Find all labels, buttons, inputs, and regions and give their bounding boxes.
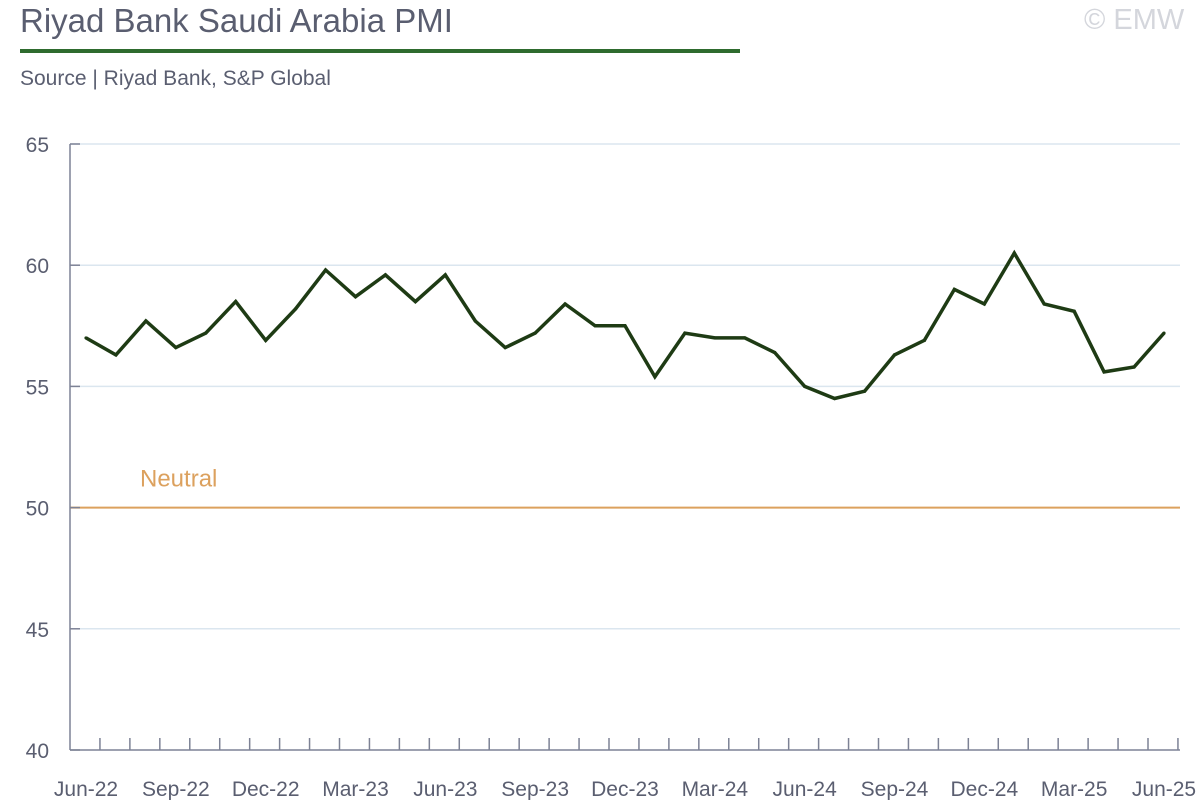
y-tick-label-65: 65	[26, 134, 49, 157]
x-tick-label-Sep-24: Sep-24	[861, 778, 929, 800]
data-point-Mar-24	[713, 336, 717, 340]
data-point-Jun-23	[443, 273, 447, 277]
x-tick-label-Sep-22: Sep-22	[142, 778, 210, 800]
data-point-Feb-24	[683, 331, 687, 335]
data-point-Nov-23	[593, 324, 597, 328]
data-point-Dec-22	[264, 338, 268, 342]
data-point-Jun-25	[1162, 331, 1166, 335]
y-tick-label-50: 50	[26, 498, 49, 521]
series	[84, 249, 1166, 401]
x-tick-label-Mar-23: Mar-23	[322, 778, 389, 800]
title-underline	[20, 49, 740, 53]
x-tick-label-Jun-23: Jun-23	[413, 778, 477, 800]
data-point-Dec-23	[623, 324, 627, 328]
gridlines	[70, 143, 1180, 630]
data-point-Oct-23	[563, 302, 567, 306]
data-point-Jun-24	[803, 384, 807, 388]
x-tick-label-Dec-24: Dec-24	[950, 778, 1018, 800]
y-tick-labels: 40 45 50 55 60 65	[26, 134, 49, 763]
x-tick-label-Dec-23: Dec-23	[591, 778, 659, 800]
data-point-Jun-22	[84, 336, 88, 340]
data-point-Sep-22	[174, 346, 178, 350]
data-point-May-24	[773, 350, 777, 355]
data-point-Sep-23	[533, 331, 537, 335]
data-point-May-23	[413, 299, 417, 304]
data-point-Oct-24	[922, 338, 927, 342]
data-point-Apr-25	[1102, 370, 1106, 374]
x-tick-label-Mar-24: Mar-24	[682, 778, 749, 800]
y-tick-label-55: 55	[26, 376, 49, 399]
data-point-Apr-24	[743, 336, 747, 340]
data-point-Aug-24	[862, 389, 867, 393]
y-tick-label-60: 60	[26, 255, 49, 278]
y-tick-label-40: 40	[26, 740, 49, 763]
data-point-Nov-22	[234, 299, 238, 304]
data-point-Jul-23	[473, 319, 477, 323]
copyright-watermark: © EMW	[1084, 4, 1185, 36]
data-point-Aug-23	[503, 346, 507, 350]
x-tick-label-Mar-25: Mar-25	[1041, 778, 1108, 800]
x-tick-label-Dec-22: Dec-22	[232, 778, 300, 800]
data-point-Feb-23	[323, 268, 328, 272]
data-point-May-25	[1132, 365, 1136, 369]
data-point-Mar-25	[1072, 309, 1076, 313]
data-point-Jan-23	[294, 307, 298, 311]
neutral-label: Neutral	[140, 466, 217, 493]
x-tick-label-Sep-23: Sep-23	[501, 778, 569, 800]
chart-title: Riyad Bank Saudi Arabia PMI	[20, 2, 453, 39]
y-tick-label-45: 45	[26, 619, 49, 642]
data-point-Nov-24	[952, 287, 956, 292]
data-point-Dec-24	[982, 302, 986, 306]
x-tick-labels: Jun-22 Sep-22 Dec-22 Mar-23 Jun-23 Sep-23 Dec-…	[54, 778, 1196, 800]
data-point-Feb-25	[1042, 302, 1046, 306]
data-point-Jul-24	[833, 396, 837, 401]
data-point-Jan-24	[653, 375, 657, 379]
data-point-Jan-25	[1012, 251, 1016, 255]
x-tick-label-Jun-22: Jun-22	[54, 778, 118, 800]
chart-source: Source | Riyad Bank, S&P Global	[20, 67, 331, 90]
neutral-reference: Neutral	[70, 466, 1180, 509]
data-point-Aug-22	[144, 319, 148, 323]
data-point-Jul-22	[114, 353, 118, 357]
x-tick-label-Jun-24: Jun-24	[773, 778, 838, 800]
data-point-Mar-23	[353, 295, 358, 299]
data-point-Oct-22	[204, 331, 208, 335]
data-point-Sep-24	[892, 353, 897, 357]
x-tick-label-Jun-25: Jun-25	[1132, 778, 1196, 800]
axes	[69, 143, 1180, 751]
data-point-Apr-23	[383, 273, 388, 277]
